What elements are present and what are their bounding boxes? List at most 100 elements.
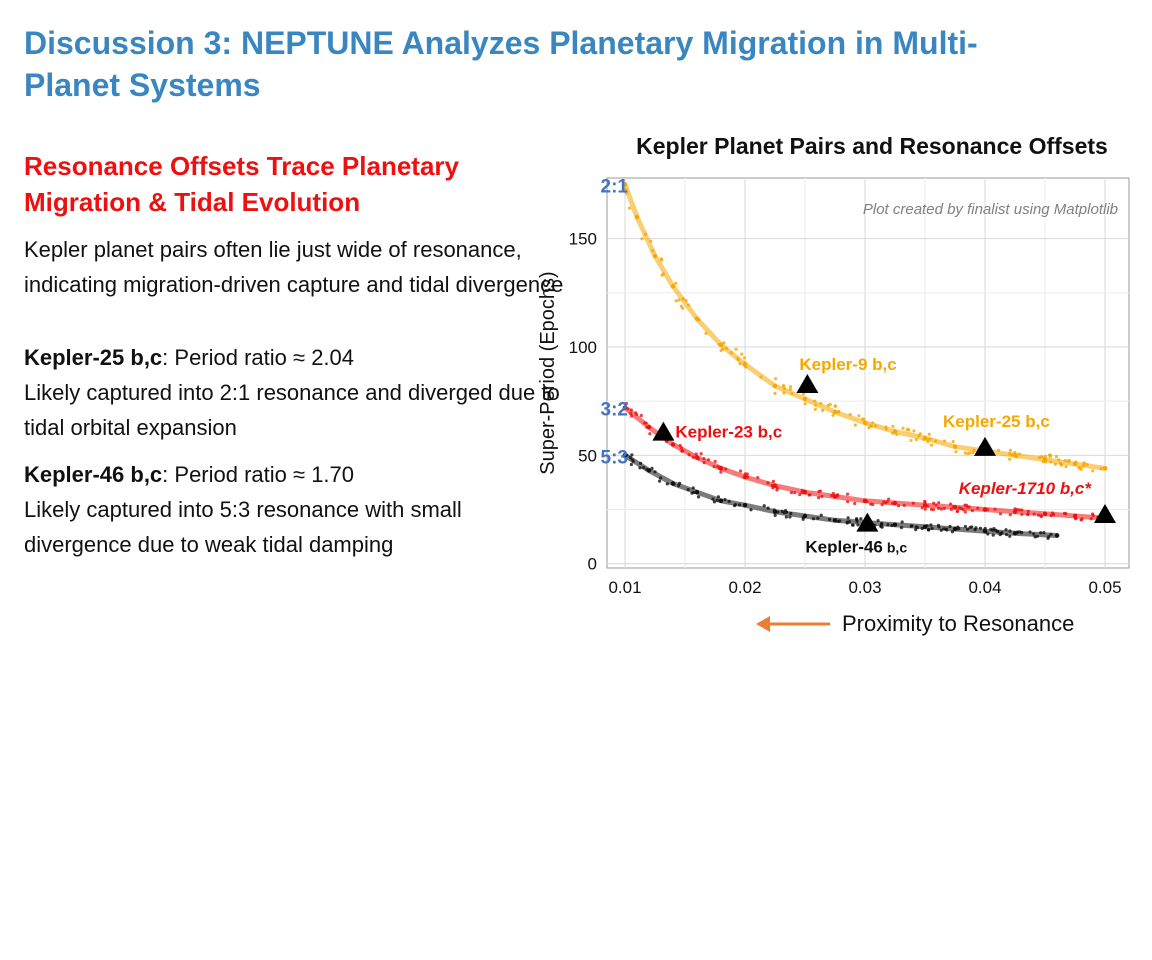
scatter-point: [771, 479, 776, 483]
scatter-point: [729, 351, 733, 355]
scatter-point: [920, 506, 924, 510]
scatter-point: [922, 437, 926, 442]
scatter-point: [865, 499, 869, 504]
data-point: [670, 284, 676, 289]
scatter-point: [1081, 462, 1086, 466]
scatter-point: [976, 506, 980, 510]
scatter-point: [933, 439, 938, 443]
scatter-point: [727, 499, 731, 504]
scatter-point: [680, 449, 684, 453]
scatter-point: [887, 497, 891, 501]
scatter-point: [891, 501, 895, 506]
scatter-point: [696, 495, 701, 499]
scatter-point: [963, 510, 967, 514]
scatter-point: [848, 412, 852, 417]
scatter-point: [934, 503, 938, 507]
data-points: [622, 182, 1108, 540]
scatter-point: [793, 491, 797, 495]
scatter-point: [678, 443, 682, 448]
data-point: [742, 502, 748, 508]
scatter-point: [629, 411, 633, 416]
planet-pair-name: Kepler-9 b,c: [799, 355, 896, 374]
scatter-point: [890, 523, 894, 528]
scatter-point: [1036, 513, 1041, 517]
planet-pair-suffix: b,c: [887, 540, 907, 556]
resonance-label: 2:1: [601, 177, 629, 198]
scatter-point: [816, 516, 820, 520]
scatter-point: [930, 526, 934, 531]
scatter-point: [950, 530, 954, 534]
scatter-point: [691, 486, 695, 490]
scatter-point: [914, 437, 918, 442]
scatter-point: [984, 530, 988, 534]
scatter-point: [743, 361, 747, 365]
scatter-point: [957, 527, 961, 531]
scatter-point: [745, 472, 749, 476]
scatter-point: [776, 510, 780, 514]
scatter-point: [996, 530, 1000, 534]
scatter-point: [836, 494, 840, 498]
section-heading: Resonance Offsets Trace Planetary Migrat…: [24, 151, 459, 217]
scatter-point: [661, 272, 665, 276]
scatter-point: [1048, 453, 1052, 457]
scatter-point: [1089, 517, 1093, 521]
data-point: [1102, 466, 1108, 471]
scatter-point: [773, 377, 778, 381]
scatter-point: [699, 452, 703, 456]
highlight-triangle-icon: [856, 512, 879, 532]
scatter-point: [970, 509, 974, 513]
scatter-point: [1013, 509, 1017, 513]
scatter-point: [1064, 465, 1068, 469]
scatter-point: [1017, 452, 1021, 456]
scatter-point: [628, 455, 632, 460]
data-point: [772, 383, 778, 389]
scatter-point: [1008, 529, 1012, 533]
scatter-point: [1057, 458, 1061, 462]
scatter-point: [1053, 462, 1057, 466]
scatter-point: [638, 466, 642, 470]
data-point: [652, 253, 658, 259]
scatter-point: [1042, 531, 1046, 535]
data-point: [694, 489, 700, 495]
scatter-point: [744, 365, 748, 369]
scatter-point: [937, 501, 941, 505]
scatter-point: [885, 500, 889, 504]
scatter-point: [696, 457, 701, 461]
scatter-point: [643, 232, 648, 236]
scatter-point: [1049, 460, 1053, 464]
scatter-point: [868, 424, 873, 428]
scatter-point: [1099, 467, 1103, 471]
scatter-point: [1008, 513, 1012, 517]
planet-labels: Kepler-9 b,c Kepler-25 b,c Kepler-23 b,c Ke…: [601, 177, 1093, 557]
scatter-point: [734, 347, 738, 351]
scatter-point: [788, 387, 792, 392]
planet-pair-label: Kepler-23 b,c: [675, 423, 782, 442]
scatter-point: [978, 526, 983, 530]
scatter-point: [771, 486, 775, 490]
scatter-point: [896, 504, 901, 508]
data-point: [832, 409, 838, 415]
scatter-point: [745, 475, 750, 479]
scatter-point: [972, 448, 976, 452]
scatter-point: [925, 504, 930, 508]
scatter-point: [738, 362, 742, 366]
scatter-point: [895, 432, 899, 437]
scatter-point: [732, 504, 737, 508]
scatter-point: [681, 297, 685, 301]
scatter-point: [944, 527, 948, 531]
scatter-point: [659, 476, 663, 480]
scatter-point: [1039, 514, 1044, 519]
scatter-point: [1074, 460, 1078, 464]
scatter-point: [1004, 533, 1009, 537]
scatter-point: [713, 459, 717, 463]
x-tick-label: 0.02: [728, 578, 761, 597]
scatter-point: [900, 520, 904, 524]
scatter-point: [1017, 508, 1021, 512]
scatter-point: [817, 496, 821, 500]
scatter-point: [1063, 459, 1067, 463]
scatter-point: [948, 524, 952, 529]
data-point: [742, 474, 748, 480]
scatter-point: [634, 411, 638, 415]
scatter-point: [1054, 454, 1059, 459]
scatter-point: [630, 453, 634, 457]
